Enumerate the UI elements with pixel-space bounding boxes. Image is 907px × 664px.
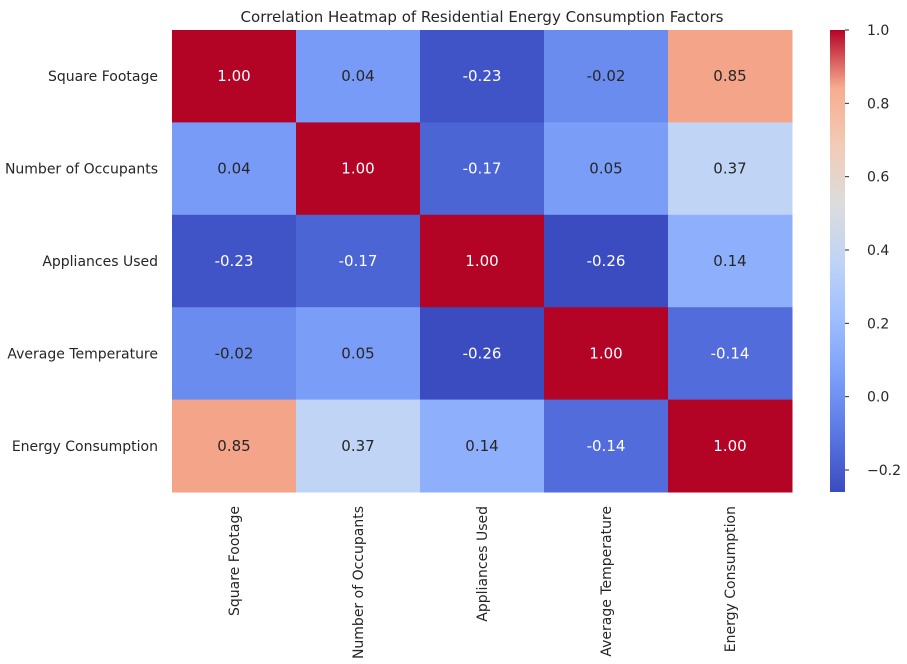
heatmap-cell-label: -0.26 — [463, 344, 502, 362]
x-tick-label: Appliances Used — [475, 506, 491, 622]
colorbar-tick-label: 0.6 — [867, 170, 889, 186]
colorbar: −0.2 0.0 0.2 0.4 0.6 0.8 1.0 — [830, 23, 901, 492]
heatmap-cell — [668, 307, 793, 401]
heatmap-cell — [172, 214, 297, 308]
heatmap-cell — [544, 307, 669, 401]
heatmap-cell — [172, 122, 297, 216]
heatmap-cell-label: 1.00 — [713, 437, 746, 455]
y-tick-labels: Square Footage Number of Occupants Applian… — [5, 69, 158, 455]
colorbar-tick-label: 0.4 — [867, 243, 889, 259]
heatmap-cell-label: -0.23 — [215, 252, 254, 270]
heatmap-cell — [172, 307, 297, 401]
heatmap-cell-label: 0.05 — [589, 160, 622, 178]
heatmap-cell-label: 0.85 — [217, 437, 250, 455]
heatmap-cell — [296, 122, 421, 216]
y-tick-label: Appliances Used — [42, 254, 158, 270]
heatmap-cell — [296, 30, 421, 123]
heatmap-cell — [420, 30, 545, 123]
heatmap-cell — [296, 307, 421, 401]
heatmap-cell-label: 0.37 — [713, 160, 746, 178]
colorbar-tick-label: 0.2 — [867, 316, 889, 332]
colorbar-gradient — [830, 30, 845, 492]
y-tick-label: Number of Occupants — [5, 162, 158, 178]
heatmap-cell — [544, 122, 669, 216]
heatmap-cell — [668, 30, 793, 123]
heatmap-cell-label: 0.37 — [341, 437, 374, 455]
x-tick-label: Number of Occupants — [351, 506, 367, 659]
heatmap-cell-label: 0.14 — [713, 252, 746, 270]
heatmap-cell — [668, 214, 793, 308]
y-tick-label: Energy Consumption — [12, 439, 158, 455]
heatmap-cell — [544, 214, 669, 308]
colorbar-tick-label: 0.0 — [867, 390, 889, 406]
heatmap-cell — [544, 30, 669, 123]
heatmap-cell-label: 0.85 — [713, 67, 746, 85]
heatmap-cell-label: 0.05 — [341, 344, 374, 362]
heatmap-cell — [296, 214, 421, 308]
colorbar-tick-label: −0.2 — [867, 463, 901, 479]
heatmap-cell-label: -0.26 — [587, 252, 626, 270]
heatmap-cell — [668, 122, 793, 216]
heatmap-cell — [420, 214, 545, 308]
colorbar-tick-label: 0.8 — [867, 96, 889, 112]
heatmap-cells — [172, 30, 793, 493]
x-tick-label: Average Temperature — [599, 506, 615, 657]
x-tick-labels: Square Footage Number of Occupants Applian… — [227, 506, 739, 659]
chart-title: Correlation Heatmap of Residential Energ… — [241, 8, 724, 26]
x-tick-label: Energy Consumption — [723, 506, 739, 652]
heatmap-cell — [668, 399, 793, 493]
heatmap-cell — [420, 399, 545, 493]
heatmap-cell-label: 0.14 — [465, 437, 498, 455]
heatmap-cell-label: -0.14 — [587, 437, 626, 455]
heatmap-cell-label: 1.00 — [341, 160, 374, 178]
heatmap-cell-label: 0.04 — [217, 160, 250, 178]
heatmap-cell-label: -0.14 — [711, 344, 750, 362]
heatmap-cell — [420, 122, 545, 216]
colorbar-tick-label: 1.0 — [867, 23, 889, 39]
heatmap-cell — [172, 30, 297, 123]
heatmap-cell-label: -0.23 — [463, 67, 502, 85]
heatmap-cell — [296, 399, 421, 493]
heatmap-cell — [172, 399, 297, 493]
heatmap-cell-label: -0.17 — [339, 252, 378, 270]
x-tick-label: Square Footage — [227, 506, 243, 616]
heatmap-cell-label: 1.00 — [217, 67, 250, 85]
y-tick-label: Square Footage — [48, 69, 158, 85]
heatmap-cell-label: -0.17 — [463, 160, 502, 178]
heatmap-cell-label: -0.02 — [587, 67, 626, 85]
heatmap-cell-label: -0.02 — [215, 344, 254, 362]
y-tick-label: Average Temperature — [7, 346, 158, 362]
heatmap-cell-labels: 1.00 0.04 -0.23 -0.02 0.85 0.04 1.00 -0.17 0.05 0… — [215, 67, 750, 455]
heatmap-cell — [544, 399, 669, 493]
heatmap-cell-label: 1.00 — [465, 252, 498, 270]
heatmap-cell-label: 1.00 — [589, 344, 622, 362]
heatmap-cell — [420, 307, 545, 401]
heatmap-cell-label: 0.04 — [341, 67, 374, 85]
